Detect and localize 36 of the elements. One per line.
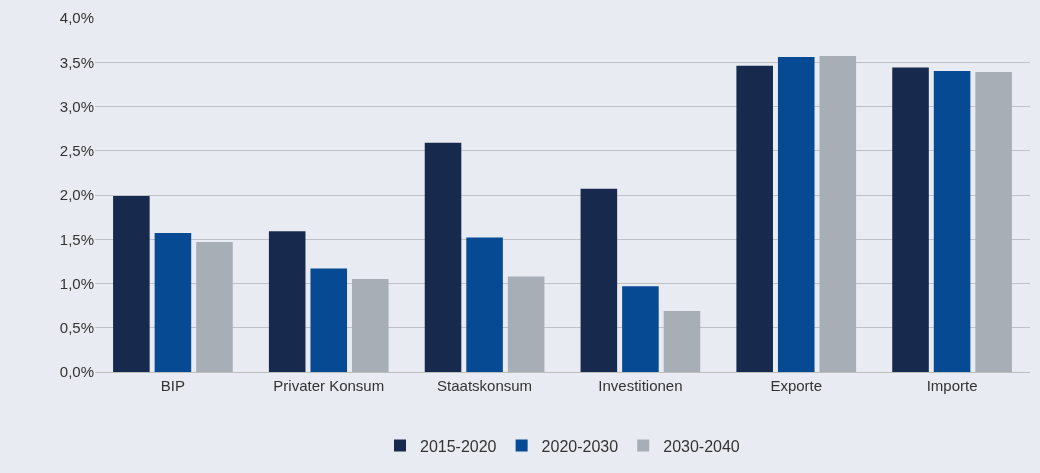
bar	[933, 71, 971, 372]
x-tick-label: Investitionen	[598, 377, 683, 394]
bar	[466, 237, 503, 372]
legend-label: 2030-2040	[663, 437, 740, 455]
bar	[310, 268, 348, 372]
bar	[268, 231, 306, 372]
bar	[580, 188, 618, 372]
x-tick-label: Privater Konsum	[273, 377, 385, 394]
bar	[663, 310, 701, 372]
x-tick-label: Staatskonsum	[437, 377, 533, 394]
legend-label: 2015-2020	[420, 437, 497, 455]
bar	[736, 65, 773, 372]
bar	[819, 56, 857, 372]
y-tick-label: 4,0%	[59, 9, 94, 27]
legend-label: 2020-2030	[541, 437, 619, 455]
y-tick-label: 3,5%	[59, 53, 94, 71]
bar	[113, 195, 150, 372]
bar	[352, 279, 389, 372]
bar	[424, 142, 462, 372]
y-tick-label: 2,5%	[59, 142, 94, 159]
bar	[154, 233, 192, 372]
bar	[892, 67, 929, 372]
bar	[196, 241, 233, 372]
bar	[507, 276, 545, 372]
y-tick-label: 0,5%	[59, 319, 94, 336]
bar	[622, 286, 659, 372]
bar	[975, 71, 1012, 372]
y-tick-label: 1,0%	[59, 274, 94, 292]
x-tick-label: Exporte	[770, 377, 823, 394]
x-tick-label: Importe	[926, 377, 978, 394]
y-tick-label: 1,5%	[59, 230, 94, 248]
x-tick-label: BIP	[160, 377, 186, 394]
bar	[777, 56, 815, 372]
y-tick-label: 2,0%	[59, 186, 94, 204]
y-tick-label: 0,0%	[59, 363, 94, 381]
y-tick-label: 3,0%	[59, 97, 94, 115]
